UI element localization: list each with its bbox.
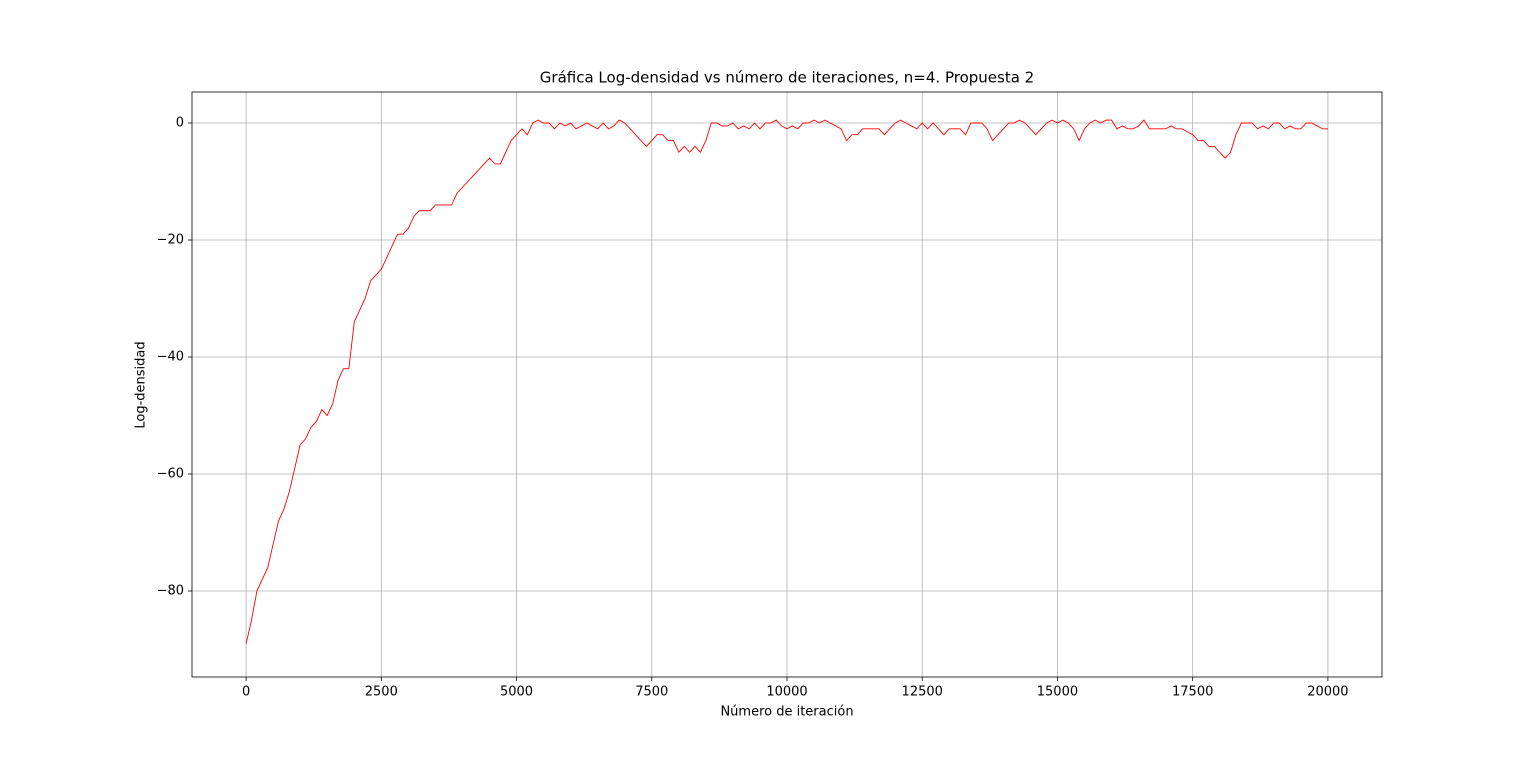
x-tick-label: 2500 (365, 685, 398, 700)
x-tick-label: 10000 (766, 685, 807, 700)
x-axis-label: Número de iteración (720, 705, 853, 720)
x-tick-label: 20000 (1307, 685, 1348, 700)
y-tick-label: −80 (157, 584, 184, 599)
y-tick-label: −20 (157, 233, 184, 248)
x-tick-label: 17500 (1172, 685, 1213, 700)
x-tick-label: 7500 (635, 685, 668, 700)
x-tick-label: 12500 (902, 685, 943, 700)
y-tick-label: −40 (157, 350, 184, 365)
chart-title: Gráfica Log-densidad vs número de iterac… (540, 69, 1034, 87)
y-axis-label: Log-densidad (134, 341, 149, 428)
x-tick-label: 15000 (1037, 685, 1078, 700)
y-tick-label: 0 (176, 116, 184, 131)
plot-frame (191, 91, 1383, 678)
y-tick-label: −60 (157, 467, 184, 482)
data-line (245, 119, 1328, 644)
x-tick-label: 5000 (500, 685, 533, 700)
x-tick-label: 0 (242, 685, 250, 700)
